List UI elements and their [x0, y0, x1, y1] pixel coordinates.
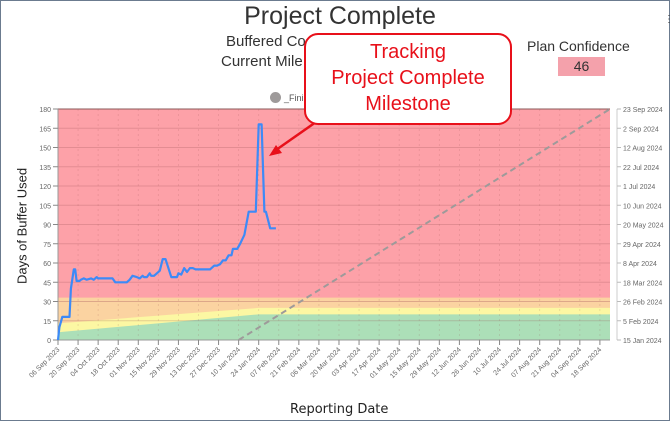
- right-tick-label: 23 Sep 2024: [623, 107, 663, 114]
- x-axis-label: Reporting Date: [290, 402, 389, 417]
- right-tick-label: 2 Sep 2024: [623, 126, 659, 133]
- plan-confidence-label: Plan Confidence: [527, 38, 630, 54]
- y-tick-label: 75: [43, 242, 51, 249]
- annotation-callout: Tracking Project Complete Milestone: [304, 33, 512, 125]
- right-tick-label: 1 Jul 2024: [623, 184, 655, 191]
- callout-line-2: Project Complete: [331, 67, 485, 89]
- legend[interactable]: _Fini: [270, 92, 304, 103]
- plan-confidence-value: 46: [558, 57, 605, 76]
- legend-label: _Fini: [284, 92, 304, 103]
- projection-line: [238, 108, 611, 341]
- y-tick-label: 0: [47, 338, 51, 345]
- y-tick-label: 150: [39, 146, 51, 153]
- callout-line-1: Tracking: [370, 41, 446, 63]
- right-tick-label: 29 Apr 2024: [623, 242, 661, 249]
- y-tick-label: 180: [39, 107, 51, 114]
- right-tick-label: 22 Jul 2024: [623, 165, 659, 172]
- right-tick-label: 18 Mar 2024: [623, 280, 662, 287]
- y-tick-label: 90: [43, 223, 51, 230]
- right-tick-label: 26 Feb 2024: [623, 300, 662, 307]
- legend-marker-icon: [270, 92, 281, 103]
- right-tick-label: 20 May 2024: [623, 223, 664, 230]
- callout-line-3: Milestone: [365, 93, 451, 115]
- buffer-used-line[interactable]: [56, 123, 276, 341]
- buffered-completion-label: Buffered Co: [226, 33, 306, 50]
- y-tick-label: 105: [39, 203, 51, 210]
- menu-icon[interactable]: ⋮: [664, 14, 670, 25]
- callout-arrow: [275, 120, 317, 152]
- y-tick-label: 45: [43, 280, 51, 287]
- right-tick-label: 12 Aug 2024: [623, 146, 662, 153]
- right-tick-label: 10 Jun 2024: [623, 203, 662, 210]
- right-tick-label: 15 Jan 2024: [623, 338, 662, 345]
- y-tick-label: 15: [43, 319, 51, 326]
- y-tick-label: 60: [43, 261, 51, 268]
- arrowhead-icon: [269, 145, 282, 156]
- y-tick-label: 135: [39, 165, 51, 172]
- chart-title: Project Complete: [244, 2, 436, 30]
- y-tick-label: 30: [43, 300, 51, 307]
- green-zone: [58, 314, 610, 340]
- current-milestone-label: Current Mile: [221, 53, 303, 70]
- right-tick-label: 8 Apr 2024: [623, 261, 657, 268]
- y-tick-label: 165: [39, 126, 51, 133]
- y-tick-label: 120: [39, 184, 51, 191]
- right-tick-label: 5 Feb 2024: [623, 319, 659, 326]
